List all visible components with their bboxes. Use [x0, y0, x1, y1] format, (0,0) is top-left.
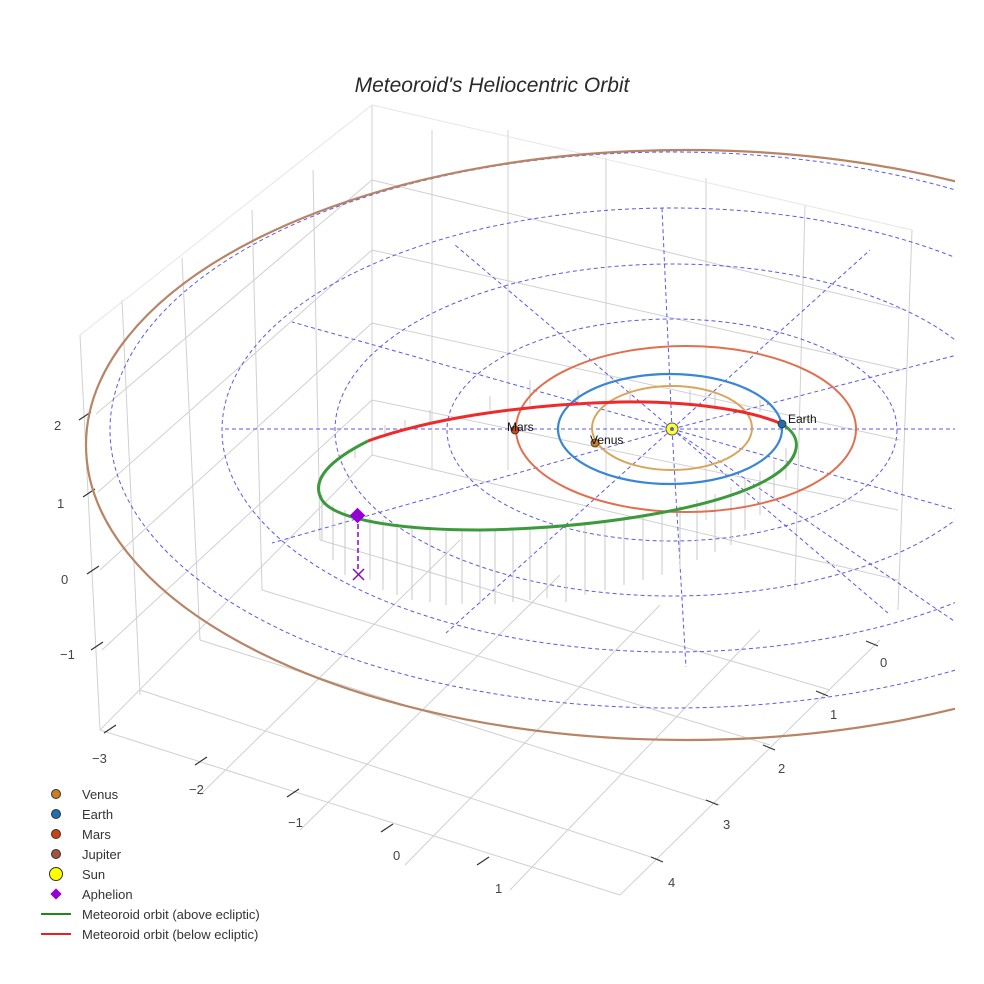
earth-marker[interactable]	[777, 419, 787, 429]
jupiter-dot-icon	[51, 849, 61, 859]
svg-text:0: 0	[880, 655, 887, 670]
svg-text:0: 0	[393, 848, 400, 863]
legend-item-meteoroid-below[interactable]: Meteoroid orbit (below ecliptic)	[38, 924, 260, 944]
meteoroid-orbit-below	[367, 400, 783, 443]
red-line-icon	[41, 933, 71, 935]
mars-marker[interactable]	[510, 425, 520, 435]
venus-orbit	[591, 385, 753, 471]
axis-grid	[79, 104, 913, 896]
venus-label: Venus	[590, 433, 623, 447]
aphelion-projection-x-icon	[352, 568, 365, 581]
y-axis-tick-labels: 0 1 2 3 4	[668, 655, 887, 890]
legend-item-aphelion[interactable]: Aphelion	[38, 884, 260, 904]
svg-text:−1: −1	[60, 647, 75, 662]
earth-label: Earth	[788, 412, 817, 426]
svg-text:1: 1	[495, 881, 502, 896]
venus-marker[interactable]	[590, 438, 600, 448]
svg-text:−3: −3	[92, 751, 107, 766]
mars-dot-icon	[51, 829, 61, 839]
mars-orbit	[515, 345, 857, 513]
legend: Venus Earth Mars Jupiter Sun Aphelion Me…	[38, 784, 260, 944]
earth-dot-icon	[51, 809, 61, 819]
legend-item-mars[interactable]: Mars	[38, 824, 260, 844]
legend-item-earth[interactable]: Earth	[38, 804, 260, 824]
sun-dot-icon	[49, 867, 63, 881]
chart-title: Meteoroid's Heliocentric Orbit	[354, 74, 630, 97]
x-axis-tick-labels: −3 −2 −1 0 1	[92, 751, 502, 896]
legend-item-sun[interactable]: Sun	[38, 864, 260, 884]
aphelion-diamond-icon	[50, 888, 62, 900]
meteoroid-orbit-above	[317, 422, 798, 532]
svg-text:0: 0	[61, 572, 68, 587]
svg-text:1: 1	[830, 707, 837, 722]
earth-orbit	[556, 372, 784, 486]
green-line-icon	[41, 913, 71, 915]
projection-lines	[321, 380, 787, 605]
svg-text:2: 2	[54, 418, 61, 433]
venus-dot-icon	[51, 789, 61, 799]
svg-text:3: 3	[723, 817, 730, 832]
legend-item-meteoroid-above[interactable]: Meteoroid orbit (above ecliptic)	[38, 904, 260, 924]
mars-label: Mars	[507, 420, 534, 434]
z-axis-tick-labels: 2 1 0 −1	[54, 418, 75, 662]
sun-core-icon	[670, 427, 674, 431]
svg-text:−2: −2	[189, 782, 204, 797]
svg-text:4: 4	[668, 875, 675, 890]
svg-text:−1: −1	[288, 815, 303, 830]
svg-text:2: 2	[778, 761, 785, 776]
svg-text:1: 1	[57, 496, 64, 511]
jupiter-orbit	[85, 148, 955, 742]
legend-item-venus[interactable]: Venus	[38, 784, 260, 804]
legend-item-jupiter[interactable]: Jupiter	[38, 844, 260, 864]
